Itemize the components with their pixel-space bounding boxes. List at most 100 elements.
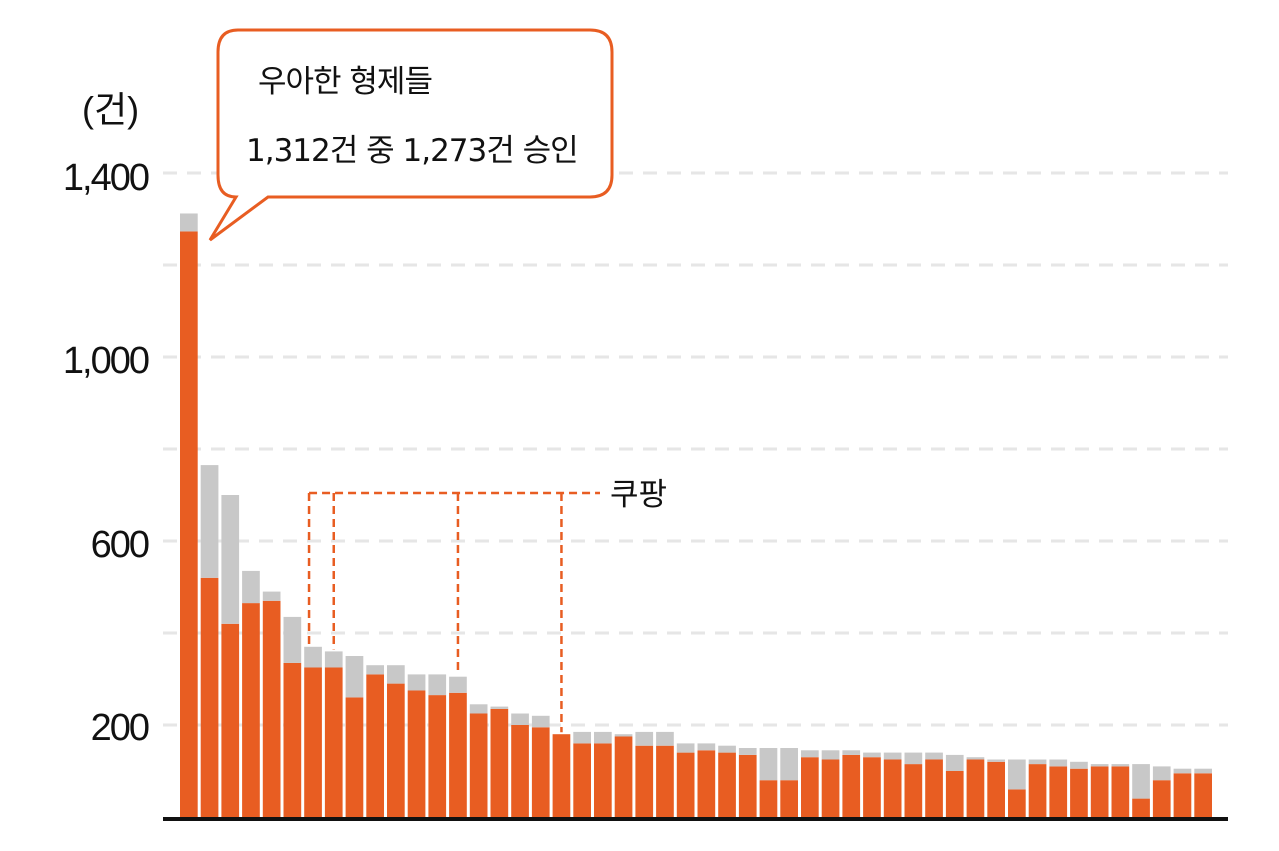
bar-approved: [511, 725, 529, 817]
bar-remainder: [635, 731, 654, 746]
bar-approved: [469, 713, 488, 817]
bar-remainder: [449, 676, 467, 693]
bar-remainder: [262, 591, 281, 601]
bar-remainder: [407, 674, 426, 691]
bar-approved: [490, 708, 509, 817]
y-tick-label-1000: 1,000: [63, 340, 149, 382]
callout-line-1: 우아한 형제들: [258, 64, 432, 100]
bar-remainder: [697, 743, 716, 751]
bar-approved: [1070, 768, 1088, 817]
gridlines: [163, 171, 1228, 727]
bar-remainder: [718, 745, 736, 753]
bar-approved: [697, 750, 716, 817]
bar-approved: [324, 667, 343, 817]
bar-remainder: [428, 674, 447, 696]
bar-approved: [676, 752, 695, 817]
bar-remainder: [987, 759, 1005, 762]
bar-remainder: [304, 646, 322, 668]
bar-remainder: [511, 713, 529, 725]
bar-remainder: [283, 616, 302, 663]
bar-approved: [1152, 780, 1171, 817]
bar-remainder: [469, 704, 488, 714]
bar-approved: [780, 780, 798, 817]
bar-remainder: [656, 731, 674, 746]
bar-approved: [821, 759, 840, 817]
bar-remainder: [1194, 768, 1212, 774]
bar-remainder: [594, 731, 612, 744]
bar-remainder: [863, 752, 881, 758]
bar-remainder: [945, 754, 964, 771]
kupang-label: 쿠팡: [610, 477, 667, 513]
bar-remainder: [904, 752, 923, 765]
bar-series: [180, 213, 1212, 818]
callout: 우아한 형제들 1,312건 중 1,273건 승인: [208, 28, 614, 242]
bar-approved: [594, 743, 612, 817]
bar-remainder: [200, 465, 219, 578]
bar-approved: [1194, 773, 1212, 817]
bar-approved: [801, 757, 819, 817]
bar-remainder: [573, 731, 591, 744]
bar-remainder: [925, 752, 943, 760]
bar-approved: [449, 692, 467, 817]
bar-approved: [759, 780, 778, 817]
bar-approved: [614, 736, 633, 817]
bar-remainder: [966, 757, 985, 760]
bar-approved: [842, 754, 861, 817]
bar-remainder: [1070, 761, 1088, 769]
bar-approved: [635, 745, 654, 817]
bar-approved: [304, 667, 322, 817]
bar-remainder: [387, 665, 405, 684]
bar-approved: [883, 759, 902, 817]
bar-approved: [428, 695, 447, 817]
y-axis-unit: (건): [82, 89, 139, 130]
bar-approved: [407, 690, 426, 817]
bar-remainder: [531, 715, 550, 728]
bar-remainder: [1008, 759, 1026, 790]
bar-approved: [1111, 766, 1130, 817]
bar-remainder: [821, 750, 840, 760]
bar-remainder: [614, 734, 633, 737]
bar-approved: [531, 727, 550, 817]
bar-remainder: [242, 570, 260, 604]
bar-approved: [945, 771, 964, 817]
bar-approved: [387, 683, 405, 817]
bar-approved: [221, 623, 240, 817]
callout-line-2: 1,312건 중 1,273건 승인: [246, 133, 578, 169]
bar-approved: [552, 734, 571, 817]
bar-remainder: [1049, 759, 1068, 767]
bar-remainder: [221, 495, 240, 624]
bar-approved: [966, 759, 985, 817]
bar-remainder: [1152, 766, 1171, 781]
bar-remainder: [366, 665, 384, 675]
bar-approved: [718, 752, 736, 817]
bar-approved: [345, 697, 364, 817]
bar-remainder: [1111, 764, 1130, 767]
bar-approved: [1028, 764, 1047, 817]
y-tick-label-1400: 1,400: [63, 157, 149, 199]
bar-approved: [262, 600, 281, 817]
bar-remainder: [324, 651, 343, 668]
kupang-annotation: [307, 491, 600, 733]
bar-approved: [863, 757, 881, 817]
bar-approved: [925, 759, 943, 817]
bar-remainder: [1028, 759, 1047, 765]
bar-approved: [283, 662, 302, 817]
bar-approved: [656, 745, 674, 817]
callout-bubble: [208, 28, 614, 242]
bar-remainder: [759, 748, 778, 781]
y-tick-label-600: 600: [91, 524, 149, 566]
bar-approved: [1132, 798, 1150, 817]
y-tick-label-200: 200: [91, 707, 149, 749]
bar-approved: [180, 231, 198, 818]
bar-approved: [200, 577, 219, 817]
bar-remainder: [676, 743, 695, 753]
bar-approved: [738, 754, 757, 817]
bar-remainder: [842, 750, 861, 755]
bar-remainder: [180, 213, 198, 232]
bar-approved: [987, 761, 1005, 817]
bar-approved: [366, 674, 384, 817]
bar-approved: [1173, 773, 1192, 817]
bar-remainder: [1132, 764, 1150, 799]
bar-remainder: [883, 752, 902, 760]
